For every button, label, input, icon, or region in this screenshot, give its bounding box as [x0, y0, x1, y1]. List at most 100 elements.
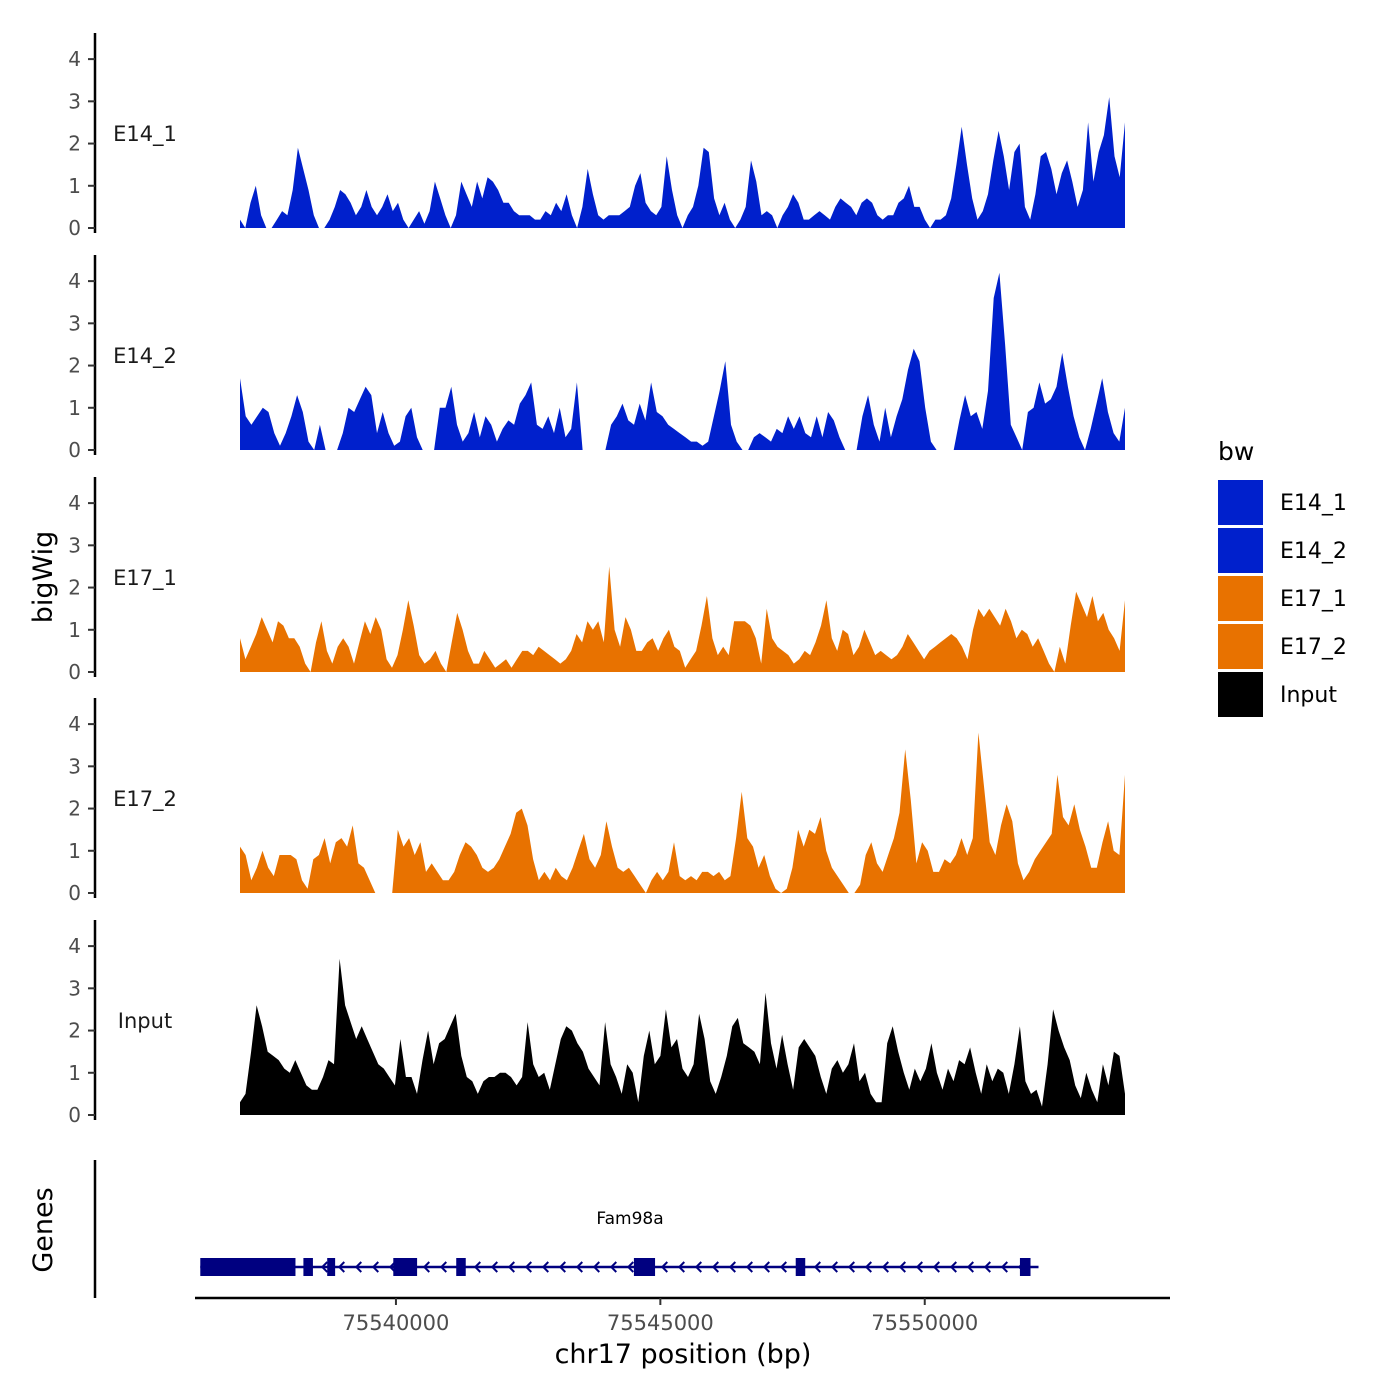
track-label: E14_1 — [113, 122, 177, 147]
y-tick-label: 1 — [68, 1061, 81, 1085]
gene-exon — [1019, 1258, 1031, 1276]
strand-arrow — [949, 1261, 957, 1273]
strand-arrow — [575, 1261, 583, 1273]
y-tick-label: 4 — [68, 269, 81, 293]
strand-arrow — [541, 1261, 549, 1273]
x-tick-label: 75540000 — [343, 1311, 450, 1335]
track-label: E14_2 — [113, 344, 177, 369]
strand-arrow — [864, 1261, 872, 1273]
y-tick-label: 4 — [68, 934, 81, 958]
y-tick-label: 0 — [68, 216, 81, 240]
y-tick-label: 1 — [68, 618, 81, 642]
legend-label: Input — [1280, 683, 1337, 708]
y-tick-label: 2 — [68, 797, 81, 821]
area-series-e17-1 — [240, 566, 1125, 672]
legend: bw E14_1 E14_2 E17_1 E17_2 Input — [1218, 437, 1347, 717]
gene-exon — [200, 1258, 296, 1276]
y-tick-label: 3 — [68, 754, 81, 778]
track-label: E17_1 — [113, 566, 177, 591]
legend-label: E17_2 — [1280, 635, 1347, 660]
strand-arrow — [524, 1261, 532, 1273]
y-tick-label: 4 — [68, 491, 81, 515]
gene-exon — [633, 1258, 656, 1276]
y-tick-label: 0 — [68, 881, 81, 905]
strand-arrow — [694, 1261, 702, 1273]
x-axis-title: chr17 position (bp) — [555, 1339, 812, 1370]
legend-swatch — [1218, 672, 1263, 717]
gene-exon — [303, 1258, 313, 1276]
y-tick-label: 0 — [68, 660, 81, 684]
y-tick-label: 3 — [68, 533, 81, 557]
area-series-e14-2 — [240, 272, 1125, 450]
y-tick-label: 0 — [68, 1103, 81, 1127]
strand-arrow — [320, 1261, 328, 1273]
legend-swatch — [1218, 576, 1263, 621]
strand-arrow — [354, 1261, 362, 1273]
legend-label: E14_1 — [1280, 491, 1347, 516]
strand-arrow — [609, 1261, 617, 1273]
x-tick-label: 75545000 — [607, 1311, 714, 1335]
y-tick-label: 0 — [68, 438, 81, 462]
y-tick-label: 1 — [68, 396, 81, 420]
track-panels: 0 1 2 3 4 E14_1 0 1 2 3 4 E14_2 0 1 2 3 4 E17_1 0 1 2 3 4 E17_2… — [68, 33, 1125, 1127]
y-tick-label: 3 — [68, 89, 81, 113]
strand-arrow — [932, 1261, 940, 1273]
strand-arrow — [337, 1261, 345, 1273]
track-panel-e14-1: 0 1 2 3 4 E14_1 — [68, 33, 1125, 240]
strand-arrow — [439, 1261, 447, 1273]
strand-arrow — [371, 1261, 379, 1273]
strand-arrow — [507, 1261, 515, 1273]
y-tick-label: 2 — [68, 132, 81, 156]
strand-arrow — [728, 1261, 736, 1273]
track-panel-e17-1: 0 1 2 3 4 E17_1 — [68, 477, 1125, 684]
area-series-e17-2 — [240, 732, 1125, 893]
strand-arrow — [898, 1261, 906, 1273]
track-panel-input: 0 1 2 3 4 Input — [68, 920, 1125, 1127]
area-series-input — [240, 958, 1125, 1115]
y-tick-label: 1 — [68, 174, 81, 198]
legend-title: bw — [1218, 437, 1254, 466]
strand-arrow — [915, 1261, 923, 1273]
legend-swatch — [1218, 624, 1263, 669]
legend-label: E14_2 — [1280, 539, 1347, 564]
strand-arrow — [983, 1261, 991, 1273]
strand-arrow — [558, 1261, 566, 1273]
strand-arrow — [677, 1261, 685, 1273]
strand-arrow — [830, 1261, 838, 1273]
strand-arrow — [592, 1261, 600, 1273]
y-tick-label: 2 — [68, 576, 81, 600]
x-axis: 75540000 75545000 75550000 — [195, 1296, 1170, 1335]
strand-arrow — [881, 1261, 889, 1273]
y-tick-label: 3 — [68, 311, 81, 335]
strand-arrow — [626, 1261, 634, 1273]
genes-label: Genes — [28, 1187, 59, 1272]
y-tick-label: 3 — [68, 976, 81, 1000]
x-tick-label: 75550000 — [871, 1311, 978, 1335]
track-label: E17_2 — [113, 787, 177, 812]
genes-panel: Genes Fam98a — [28, 1160, 1039, 1298]
y-tick-label: 2 — [68, 354, 81, 378]
gene-name-label: Fam98a — [596, 1209, 663, 1229]
track-panel-e17-2: 0 1 2 3 4 E17_2 — [68, 698, 1125, 905]
legend-swatch — [1218, 480, 1263, 525]
strand-arrow — [490, 1261, 498, 1273]
legend-label: E17_1 — [1280, 587, 1347, 612]
strand-arrow — [762, 1261, 770, 1273]
y-axis-title: bigWig — [28, 531, 59, 624]
gene-exon — [327, 1258, 336, 1276]
strand-arrow — [745, 1261, 753, 1273]
strand-arrow — [1000, 1261, 1008, 1273]
strand-arrow — [660, 1261, 668, 1273]
legend-swatch — [1218, 528, 1263, 573]
track-label: Input — [118, 1009, 172, 1033]
strand-arrow — [711, 1261, 719, 1273]
gene-exon — [795, 1258, 806, 1276]
strand-arrow — [779, 1261, 787, 1273]
y-tick-label: 2 — [68, 1019, 81, 1043]
strand-arrow — [847, 1261, 855, 1273]
y-tick-label: 4 — [68, 47, 81, 71]
strand-arrow — [966, 1261, 974, 1273]
strand-arrow — [813, 1261, 821, 1273]
strand-arrow — [473, 1261, 481, 1273]
